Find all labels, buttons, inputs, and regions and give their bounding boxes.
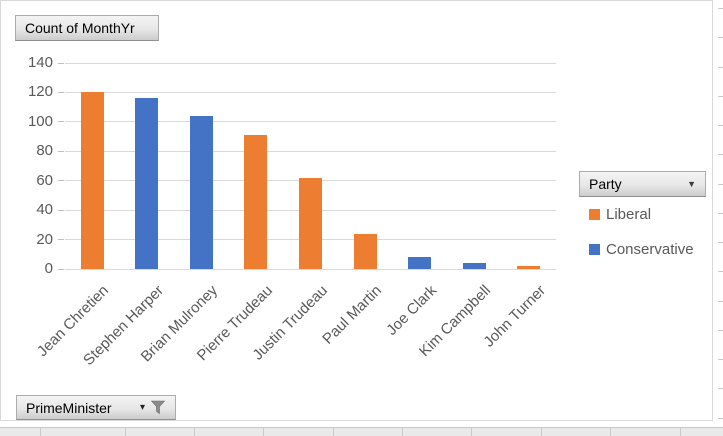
y-tick-label-100: 100 <box>27 112 53 130</box>
legend-swatch-conservative <box>589 243 600 255</box>
column-gridline-tick <box>680 427 681 436</box>
row-gridline-tick <box>718 271 723 272</box>
bar-brian-mulroney <box>189 115 213 269</box>
gridline-140 <box>65 62 556 64</box>
axis-field-button[interactable]: PrimeMinister ▾ <box>16 395 176 420</box>
legend-item-conservative: Conservative <box>589 240 694 258</box>
row-gridline-tick <box>718 154 723 155</box>
value-field-label: Count of MonthYr <box>25 20 135 36</box>
row-gridline-tick <box>718 96 723 97</box>
y-tick-120 <box>58 91 64 93</box>
row-gridline-tick <box>718 242 723 243</box>
plot-area <box>65 62 556 270</box>
bar-john-turner <box>517 266 541 269</box>
column-gridline-tick <box>333 427 334 436</box>
row-gridline-tick <box>718 184 723 185</box>
gridline-80 <box>65 150 556 152</box>
legend-field-button[interactable]: Party ▼ <box>579 171 706 197</box>
column-gridline-tick <box>40 427 41 436</box>
value-field-button[interactable]: Count of MonthYr <box>15 15 159 41</box>
y-tick-60 <box>58 180 64 182</box>
y-tick-label-60: 60 <box>36 171 53 189</box>
gridline-100 <box>65 121 556 123</box>
column-gridline-tick <box>194 427 195 436</box>
column-gridline-tick <box>610 427 611 436</box>
row-gridline-tick <box>718 301 723 302</box>
bar-pierre-trudeau <box>244 135 268 269</box>
y-tick-0 <box>58 268 64 270</box>
column-gridline-tick <box>125 427 126 436</box>
y-tick-100 <box>58 121 64 123</box>
bar-justin-trudeau <box>299 177 322 269</box>
column-gridline-tick <box>263 427 264 436</box>
legend-item-liberal: Liberal <box>589 205 652 223</box>
y-tick-label-20: 20 <box>36 230 53 248</box>
y-tick-label-80: 80 <box>36 142 53 160</box>
y-tick-80 <box>58 150 64 152</box>
legend-label: Liberal <box>606 205 652 223</box>
worksheet-row <box>0 427 723 436</box>
gridline-120 <box>65 91 556 93</box>
y-tick-20 <box>58 239 64 241</box>
y-tick-label-120: 120 <box>27 83 53 101</box>
bar-jean-chretien <box>80 92 104 269</box>
row-gridline-tick <box>718 388 723 389</box>
y-tick-label-140: 140 <box>27 54 53 71</box>
legend-swatch-liberal <box>589 208 600 220</box>
column-gridline-tick <box>541 427 542 436</box>
column-gridline-tick <box>402 427 403 436</box>
y-tick-40 <box>58 209 64 211</box>
y-tick-label-40: 40 <box>36 201 53 219</box>
legend-label: Conservative <box>606 240 694 258</box>
row-gridline-tick <box>718 418 723 419</box>
worksheet-bottom-edge <box>0 421 723 436</box>
gridline-0 <box>65 268 556 270</box>
chevron-down-icon: ▾ <box>139 401 145 413</box>
bar-kim-campbell <box>462 263 486 269</box>
row-gridline-tick <box>718 125 723 126</box>
row-gridline-tick <box>718 8 723 9</box>
axis-field-label: PrimeMinister <box>26 399 112 416</box>
chevron-down-icon: ▼ <box>687 178 696 189</box>
row-gridline-tick <box>718 213 723 214</box>
bar-stephen-harper <box>135 98 159 269</box>
chart-object: Count of MonthYr 0 20 40 60 80 100 120 140 Jean… <box>0 0 713 421</box>
row-gridline-tick <box>718 37 723 38</box>
row-gridline-tick <box>718 67 723 68</box>
row-gridline-tick <box>718 359 723 360</box>
row-gridline-tick <box>718 330 723 331</box>
legend-field-label: Party <box>589 176 622 192</box>
column-gridline-tick <box>471 427 472 436</box>
bar-paul-martin <box>353 233 377 269</box>
bar-joe-clark <box>408 257 432 269</box>
y-tick-140 <box>58 62 64 64</box>
funnel-icon <box>150 400 166 415</box>
y-tick-label-0: 0 <box>44 260 53 277</box>
